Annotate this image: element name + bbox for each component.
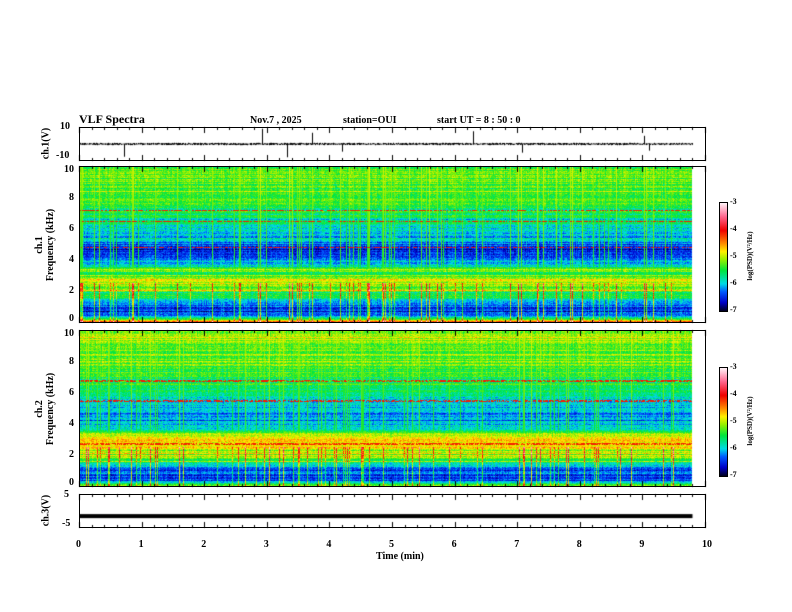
spectrogram-ytick-label: 10	[64, 328, 74, 339]
x-tick-label: 7	[514, 539, 520, 550]
spectrogram-ytick-label: 6	[69, 223, 74, 234]
x-tick-label: 1	[138, 539, 144, 550]
ch1-spectrogram	[79, 167, 705, 322]
x-axis-label: Time (min)	[376, 551, 424, 562]
spectrogram-ytick-label: 10	[64, 164, 74, 175]
colorbar-tick-label: -6	[730, 443, 737, 452]
colorbar-tick-label: -4	[730, 389, 737, 398]
ch1-colorbar-label: log(PSD)(V²/Hz)	[746, 231, 754, 281]
spectrogram-ytick-label: 0	[69, 477, 74, 488]
spectrogram-ytick-label: 0	[69, 313, 74, 324]
ch1-ytick-top: 10	[60, 121, 70, 132]
spectrogram-ytick-label: 2	[69, 285, 74, 296]
colorbar-tick-label: -5	[730, 251, 737, 260]
x-tick-label: 5	[389, 539, 394, 550]
x-tick-label: 9	[639, 539, 645, 550]
spectrogram-ytick-label: 8	[69, 192, 74, 203]
colorbar-tick-label: -3	[730, 362, 737, 371]
x-tick-label: 2	[201, 539, 207, 550]
ch3-ytick-top: 5	[64, 489, 69, 500]
date-label: Nov.7 , 2025	[250, 115, 302, 126]
x-tick-label: 8	[576, 539, 582, 550]
ch1-spectrogram-ylabel: ch.1 Frequency (kHz)	[34, 208, 56, 282]
colorbar-tick-label: -7	[730, 470, 737, 479]
ch1-ylabel: ch.1(V)	[40, 127, 52, 160]
spectrogram-ytick-label: 4	[69, 418, 74, 429]
spectrogram-ytick-label: 6	[69, 387, 74, 398]
ch1-ytick-bottom: -10	[56, 150, 70, 161]
colorbar-tick-label: -5	[730, 416, 737, 425]
ch1-waveform-plot	[79, 127, 705, 161]
colorbar-tick-label: -7	[730, 305, 737, 314]
spectrogram-ytick-label: 4	[69, 254, 74, 265]
ch2-colorbar-label: log(PSD)(V²/Hz)	[746, 396, 754, 446]
station-label: station=OUI	[343, 115, 397, 126]
ch3-ylabel: ch.3(V)	[40, 494, 52, 527]
ch2-spectrogram-ylabel: ch.2 Frequency (kHz)	[34, 372, 56, 446]
ch3-ytick-bottom: -5	[62, 518, 71, 529]
x-tick-label: 0	[76, 539, 81, 550]
start-time-label: start UT = 8 : 50 : 0	[437, 115, 521, 126]
ch1-colorbar	[719, 202, 728, 312]
spectrogram-ytick-label: 8	[69, 356, 74, 367]
colorbar-tick-label: -4	[730, 224, 737, 233]
ch3-waveform-plot	[79, 495, 705, 527]
x-tick-label: 3	[263, 539, 269, 550]
colorbar-tick-label: -3	[730, 197, 737, 206]
ch2-colorbar	[719, 367, 728, 477]
ch2-spectrogram	[79, 331, 705, 486]
x-tick-label: 10	[702, 539, 712, 550]
figure-title: VLF Spectra	[79, 112, 145, 126]
x-tick-label: 4	[326, 539, 332, 550]
colorbar-tick-label: -6	[730, 278, 737, 287]
spectrogram-ytick-label: 2	[69, 449, 74, 460]
x-tick-label: 6	[451, 539, 457, 550]
